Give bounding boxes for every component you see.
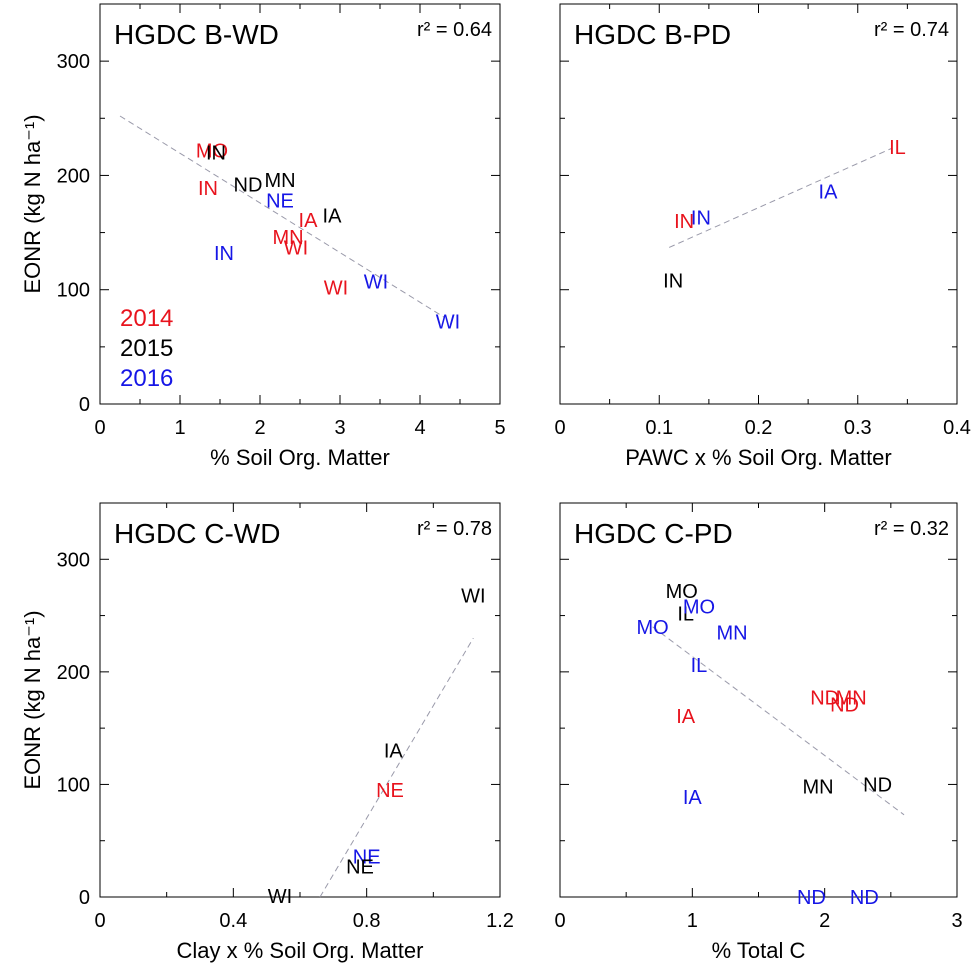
- panel-hgdc-c-wd: 0 0.4 0.8 1.2 0 100 200 300 Clay x % Soil Org. M…: [20, 502, 514, 963]
- data-point-wi: WI: [436, 312, 460, 334]
- data-point-ia: IA: [299, 210, 319, 232]
- data-point-in: IN: [663, 271, 683, 293]
- x-tick-label: 1: [174, 417, 185, 439]
- y-tick-label: 0: [79, 394, 90, 416]
- data-point-in: IN: [674, 211, 694, 233]
- x-axis-title: % Total C: [712, 938, 806, 963]
- data-point-ia: IA: [384, 741, 404, 763]
- panel-title: HGDC C-WD: [114, 518, 280, 549]
- data-point-in: IN: [198, 178, 218, 200]
- data-point-ne: NE: [346, 857, 374, 879]
- r-squared-label: r² = 0.74: [874, 19, 949, 41]
- x-tick-label: 5: [494, 417, 505, 439]
- data-point-mn: MN: [264, 170, 295, 192]
- x-tick-label: 0.4: [943, 417, 971, 439]
- data-point-mo: MO: [196, 140, 228, 162]
- r-squared-label: r² = 0.64: [417, 19, 492, 41]
- plot-frame: [559, 502, 958, 898]
- x-tick-label: 0.2: [745, 417, 773, 439]
- data-point-wi: WI: [268, 886, 292, 908]
- data-point-il: IL: [889, 137, 906, 159]
- data-point-ne: NE: [353, 846, 381, 868]
- x-tick-label: 3: [334, 417, 345, 439]
- x-tick-label: 0: [94, 417, 105, 439]
- x-tick-label: 0: [554, 910, 565, 932]
- data-point-wi: WI: [284, 237, 308, 259]
- data-point-ia: IA: [683, 787, 703, 809]
- data-point-in: IN: [206, 143, 226, 165]
- data-point-ia: IA: [323, 205, 343, 227]
- trend-line: [319, 637, 474, 898]
- legend-entry-2015: 2015: [120, 335, 173, 362]
- data-point-mn: MN: [836, 688, 867, 710]
- data-point-ia: IA: [819, 181, 839, 203]
- data-point-nd: ND: [850, 887, 879, 909]
- y-tick-label: 300: [57, 549, 90, 571]
- data-point-mn: MN: [716, 622, 747, 644]
- data-point-in: IN: [691, 208, 711, 230]
- data-point-ia: IA: [676, 706, 696, 728]
- data-point-ne: NE: [376, 780, 404, 802]
- x-tick-label: 0.8: [353, 910, 381, 932]
- panel-hgdc-b-pd: 0 0.1 0.2 0.3 0.4 PAWC x % Soil Org. Matter HG…: [554, 3, 971, 470]
- x-tick-label: 2: [254, 417, 265, 439]
- data-point-wi: WI: [324, 277, 348, 299]
- x-axis-title: PAWC x % Soil Org. Matter: [625, 445, 892, 470]
- legend-entry-2014: 2014: [120, 305, 173, 332]
- x-tick-label: 0: [554, 417, 565, 439]
- trend-line: [119, 115, 445, 318]
- data-point-il: IL: [691, 655, 708, 677]
- y-axis-title: EONR (kg N ha⁻¹): [20, 610, 45, 789]
- data-point-nd: ND: [863, 774, 892, 796]
- data-point-nd: ND: [810, 688, 839, 710]
- y-tick-label: 200: [57, 165, 90, 187]
- data-point-nd: ND: [797, 887, 826, 909]
- panel-title: HGDC B-WD: [114, 19, 279, 50]
- y-tick-label: 200: [57, 662, 90, 684]
- x-tick-label: 3: [951, 910, 962, 932]
- data-point-wi: WI: [461, 585, 485, 607]
- y-axis-title: EONR (kg N ha⁻¹): [20, 114, 45, 293]
- panel-title: HGDC B-PD: [574, 19, 731, 50]
- panel-hgdc-b-wd: 0 1 2 3 4 5 0 100 200 300 % Soil Org. Matter EONR (…: [20, 3, 506, 470]
- plot-frame: [559, 3, 958, 405]
- r-squared-label: r² = 0.78: [417, 518, 492, 540]
- data-point-mn: MN: [802, 777, 833, 799]
- data-point-mn: MN: [272, 227, 303, 249]
- x-tick-label: 0.1: [645, 417, 673, 439]
- data-point-wi: WI: [364, 272, 388, 294]
- data-point-mo: MO: [637, 617, 669, 639]
- trend-line: [652, 626, 905, 816]
- y-tick-label: 0: [79, 887, 90, 909]
- y-tick-label: 100: [57, 280, 90, 302]
- x-tick-label: 1.2: [486, 910, 514, 932]
- x-tick-label: 4: [414, 417, 425, 439]
- x-tick-label: 1: [687, 910, 698, 932]
- data-point-mo: MO: [666, 581, 698, 603]
- x-tick-label: 0.4: [219, 910, 247, 932]
- y-tick-label: 100: [57, 774, 90, 796]
- trend-line: [668, 147, 893, 248]
- y-tick-label: 300: [57, 51, 90, 73]
- x-axis-title: % Soil Org. Matter: [210, 445, 390, 470]
- data-point-in: IN: [214, 243, 234, 265]
- data-point-ne: NE: [266, 191, 294, 213]
- data-point-il: IL: [677, 603, 694, 625]
- r-squared-label: r² = 0.32: [874, 518, 949, 540]
- data-point-mo: MO: [683, 597, 715, 619]
- plot-frame: [99, 502, 501, 898]
- data-point-nd: ND: [234, 175, 263, 197]
- data-point-nd: ND: [830, 695, 859, 717]
- legend-entry-2016: 2016: [120, 365, 173, 392]
- x-tick-label: 0.3: [844, 417, 872, 439]
- panel-title: HGDC C-PD: [574, 518, 733, 549]
- x-tick-label: 0: [94, 910, 105, 932]
- x-tick-label: 2: [819, 910, 830, 932]
- x-axis-title: Clay x % Soil Org. Matter: [177, 938, 424, 963]
